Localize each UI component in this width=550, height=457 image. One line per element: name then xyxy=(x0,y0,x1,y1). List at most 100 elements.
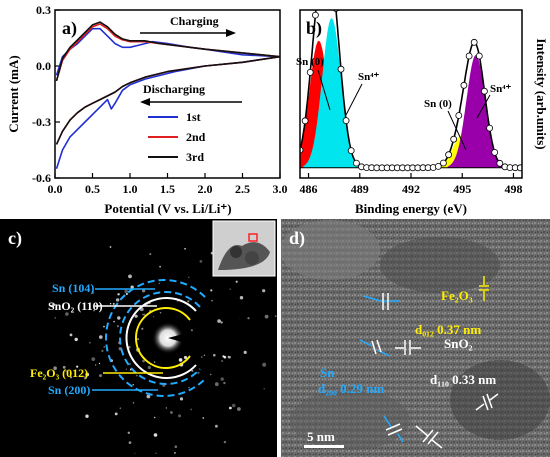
sn-lattice-marker-top xyxy=(362,293,400,310)
diffraction-spot xyxy=(223,440,227,444)
ring-label-sn-200: Sn (200) xyxy=(48,383,90,397)
diffraction-spot xyxy=(231,403,236,408)
diffraction-spot xyxy=(165,407,168,409)
xps-component-3 xyxy=(447,55,505,168)
diffraction-spot xyxy=(114,412,118,416)
diffraction-spot xyxy=(159,311,162,314)
panel-a-ytick-label: -0.6 xyxy=(32,171,51,185)
panel-a-xtick-label: 0.0 xyxy=(48,182,63,196)
diffraction-spot xyxy=(190,329,193,332)
diffraction-spot xyxy=(187,300,190,303)
diffraction-spot xyxy=(54,317,56,319)
ring-fe2o3-012 xyxy=(135,307,191,369)
diffraction-spot xyxy=(134,314,138,318)
diffraction-spot xyxy=(128,362,131,366)
diffraction-spot xyxy=(220,321,223,324)
ring-label-sno2-110: SnO₂ (110) xyxy=(48,299,103,313)
ring-sno2-110 xyxy=(125,297,197,379)
legend-label-2nd: 2nd xyxy=(186,130,206,144)
xps-data-point xyxy=(491,148,499,156)
xps-data-point xyxy=(455,112,463,119)
panel-a-label: a) xyxy=(62,18,77,39)
legend-label-1st: 1st xyxy=(186,110,201,124)
diffraction-spot xyxy=(74,337,78,342)
diffraction-spot xyxy=(91,291,95,294)
diffraction-spot xyxy=(125,368,127,370)
diffraction-spot xyxy=(197,371,200,375)
diffraction-spot xyxy=(127,431,130,434)
panel-a-xlabel: Potential (V vs. Li/Li⁺) xyxy=(104,201,231,216)
diffraction-spot xyxy=(128,274,132,279)
ring-label-sn-104: Sn (104) xyxy=(52,281,94,295)
diffraction-spot xyxy=(188,387,190,389)
xps-data-point xyxy=(347,147,355,155)
diffraction-spot xyxy=(221,360,224,362)
diffraction-spot xyxy=(65,369,68,373)
cv-series-3rd xyxy=(55,21,280,145)
diffraction-spot xyxy=(93,309,95,312)
peak-pointer-sn0-right xyxy=(447,110,467,151)
diffraction-spot xyxy=(217,319,221,323)
diffraction-spot xyxy=(117,293,120,296)
legend-label-3rd: 3rd xyxy=(186,150,204,164)
scale-bar xyxy=(304,445,344,448)
panel-b-xtick-label: 492 xyxy=(402,182,420,196)
inset-selection-box xyxy=(248,233,258,242)
discharging-arrow-head xyxy=(140,98,150,106)
diffraction-spot xyxy=(243,350,247,354)
diffraction-spot xyxy=(153,361,156,363)
diffraction-spot xyxy=(113,320,115,323)
sn-label: Sn xyxy=(320,365,335,380)
xps-data-point xyxy=(465,52,473,60)
diffraction-spot xyxy=(115,298,120,302)
panel-a-ytick-label: 0.3 xyxy=(36,3,51,17)
lattice-marker-bottom-center xyxy=(415,425,443,449)
panel-a-ytick-label: 0.0 xyxy=(36,59,51,73)
sno2-lattice-marker xyxy=(395,340,421,355)
diffraction-spot xyxy=(69,376,73,379)
lattice-marker-bottom-right xyxy=(475,393,499,411)
sno2-spacing-label: d₁₁₀ 0.33 nm xyxy=(430,372,496,387)
panel-b-xtick-label: 498 xyxy=(504,182,522,196)
panel-a-xtick-label: 2.5 xyxy=(235,182,250,196)
xps-data-point xyxy=(301,117,309,125)
diffraction-spot xyxy=(210,373,212,376)
diffraction-spot xyxy=(199,260,203,263)
peak-label-sn0-left: Sn (0) xyxy=(296,56,324,68)
diffraction-spot xyxy=(178,358,183,362)
peak-pointer-sn0-left xyxy=(317,69,331,111)
diffraction-spot xyxy=(134,452,136,454)
diffraction-spot xyxy=(101,349,104,352)
diffraction-spot xyxy=(274,315,277,318)
diffraction-spot xyxy=(52,303,56,307)
diffraction-spot xyxy=(159,265,162,268)
peak-label-sn0-right: Sn (0) xyxy=(424,98,452,110)
diffraction-spot xyxy=(210,289,213,292)
panel-c-diffraction: Sn (104) SnO₂ (110) Fe₂O₃ (012) Sn (200)… xyxy=(0,219,277,457)
xps-data-point xyxy=(311,11,319,19)
diffraction-spot xyxy=(155,452,157,454)
xps-data-point xyxy=(434,162,442,170)
diffraction-spot xyxy=(53,366,57,371)
diffraction-spot xyxy=(147,365,151,370)
xps-data-point xyxy=(337,65,345,73)
diffraction-spot xyxy=(85,414,89,418)
diffraction-spot xyxy=(188,276,190,278)
diffraction-spot xyxy=(262,362,267,367)
fe2o3-label: Fe₂O₃ xyxy=(441,288,473,303)
peak-pointer-sn4-left xyxy=(345,83,363,116)
diffraction-spot xyxy=(215,424,218,428)
xps-data-point xyxy=(480,87,488,95)
xps-data-point xyxy=(352,159,360,167)
diffraction-spot xyxy=(125,293,128,295)
diffraction-spot xyxy=(85,372,90,377)
diffraction-spot xyxy=(176,300,179,303)
panel-b-xtick-label: 489 xyxy=(351,182,369,196)
diffraction-spot xyxy=(239,296,244,300)
diffraction-spot xyxy=(117,316,121,320)
xps-data-point xyxy=(516,164,522,172)
charging-arrow-head xyxy=(226,29,236,37)
diffraction-spot xyxy=(229,406,232,410)
diffraction-spot xyxy=(190,408,193,411)
diffraction-spot xyxy=(152,316,155,318)
